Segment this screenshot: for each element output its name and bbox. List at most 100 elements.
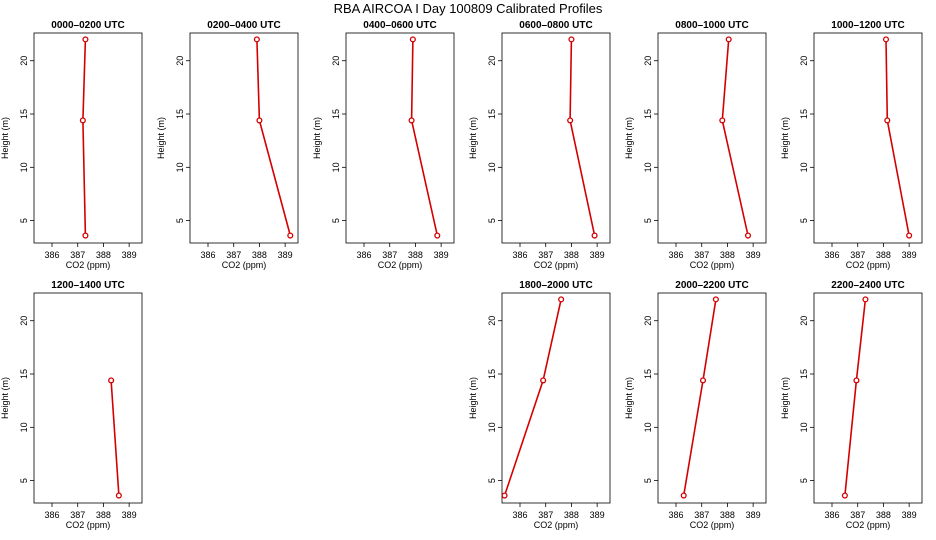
panel-title: 0200–0400 UTC: [207, 20, 280, 31]
x-tick-label: 387: [538, 510, 553, 520]
y-tick-label: 15: [643, 109, 653, 119]
data-point: [567, 117, 574, 124]
data-point: [82, 232, 89, 239]
profile-panel: 0600–0800 UTC 386 387 388 389 5 10 15 20 CO2 (ppm…: [468, 20, 611, 270]
data-point: [115, 492, 122, 499]
x-tick-label: 386: [668, 510, 683, 520]
data-point: [882, 36, 890, 43]
x-axis-label: CO2 (ppm): [222, 260, 267, 270]
profile-panel: 1000–1200 UTC 386 387 388 389 5 10 15 20 CO2 (ppm…: [780, 20, 923, 270]
data-point: [287, 232, 294, 239]
panel-title: 0000–0200 UTC: [51, 20, 124, 31]
data-point: [725, 36, 732, 43]
x-tick-label: 387: [850, 510, 865, 520]
x-tick-label: 389: [902, 250, 917, 260]
y-tick-label: 15: [487, 369, 497, 379]
profile-line: [569, 39, 596, 236]
y-tick-label: 10: [19, 162, 29, 172]
y-tick-label: 20: [487, 316, 497, 326]
y-axis-label: Height (m): [780, 117, 790, 159]
profile-panel: 0800–1000 UTC 386 387 388 389 5 10 15 20 CO2 (ppm…: [624, 20, 767, 270]
y-tick-label: 10: [643, 422, 653, 432]
x-tick-label: 389: [902, 510, 917, 520]
y-axis-label: Height (m): [780, 377, 790, 419]
data-point: [82, 36, 89, 43]
data-point: [712, 296, 719, 303]
panel-title: 1800–2000 UTC: [519, 280, 592, 291]
profile-line: [110, 380, 120, 496]
x-axis-label: CO2 (ppm): [66, 260, 111, 270]
x-tick-label: 389: [590, 510, 605, 520]
x-tick-label: 386: [512, 250, 527, 260]
plot-frame: [813, 32, 923, 244]
y-tick-label: 15: [331, 109, 341, 119]
plot-frame: [813, 292, 923, 504]
y-tick-label: 10: [799, 422, 809, 432]
profile-line: [682, 299, 717, 496]
x-tick-label: 389: [434, 250, 449, 260]
y-axis-label: Height (m): [624, 117, 634, 159]
plot-frame: [345, 32, 455, 244]
x-axis-label: CO2 (ppm): [846, 520, 891, 530]
x-tick-label: 387: [226, 250, 241, 260]
y-axis-label: Height (m): [468, 117, 478, 159]
data-point: [253, 36, 260, 43]
y-tick-label: 15: [487, 109, 497, 119]
y-tick-label: 15: [19, 109, 29, 119]
x-tick-label: 389: [122, 510, 137, 520]
x-axis-label: CO2 (ppm): [846, 260, 891, 270]
x-tick-label: 386: [512, 510, 527, 520]
y-tick-label: 20: [799, 56, 809, 66]
data-point: [841, 492, 848, 499]
plot-frame: [33, 32, 143, 244]
y-tick-label: 5: [19, 478, 29, 483]
y-tick-label: 20: [643, 56, 653, 66]
data-point: [558, 296, 565, 303]
y-tick-label: 15: [19, 369, 29, 379]
data-point: [409, 36, 416, 43]
y-tick-label: 20: [175, 56, 185, 66]
y-tick-label: 10: [487, 422, 497, 432]
data-point: [699, 377, 707, 384]
data-point: [906, 232, 913, 239]
x-tick-label: 388: [252, 250, 267, 260]
data-point: [744, 232, 752, 239]
plot-frame: [501, 32, 611, 244]
data-point: [540, 377, 547, 384]
data-point: [862, 296, 869, 303]
panels: 0000–0200 UTC 386 387 388 389 5 10 15 20 CO2 (ppm…: [0, 20, 923, 530]
x-tick-label: 386: [44, 510, 59, 520]
y-tick-label: 20: [799, 316, 809, 326]
y-tick-label: 10: [331, 162, 341, 172]
y-tick-label: 20: [19, 316, 29, 326]
x-tick-label: 389: [746, 250, 761, 260]
y-tick-label: 15: [799, 369, 809, 379]
data-point: [680, 492, 687, 499]
y-tick-label: 5: [799, 478, 809, 483]
y-tick-label: 5: [175, 218, 185, 223]
x-tick-label: 388: [564, 250, 579, 260]
profile-panel: 2000–2200 UTC 386 387 388 389 5 10 15 20 CO2 (ppm…: [624, 280, 767, 530]
x-axis-label: CO2 (ppm): [534, 260, 579, 270]
y-tick-label: 5: [643, 218, 653, 223]
x-tick-label: 386: [668, 250, 683, 260]
y-tick-label: 15: [175, 109, 185, 119]
panel-title: 1200–1400 UTC: [51, 280, 124, 291]
panel-title: 2000–2200 UTC: [675, 280, 748, 291]
profile-line: [721, 39, 749, 236]
x-tick-label: 388: [564, 510, 579, 520]
y-tick-label: 20: [643, 316, 653, 326]
y-tick-label: 15: [643, 369, 653, 379]
y-axis-label: Height (m): [0, 117, 10, 159]
data-point: [568, 36, 575, 43]
panel-title: 1000–1200 UTC: [831, 20, 904, 31]
x-axis-label: CO2 (ppm): [690, 260, 735, 270]
x-tick-label: 388: [96, 250, 111, 260]
plot-frame: [501, 292, 611, 504]
y-tick-label: 10: [19, 422, 29, 432]
x-tick-label: 389: [278, 250, 293, 260]
plot-frame: [33, 292, 143, 504]
profile-line: [410, 39, 439, 236]
x-tick-label: 387: [850, 250, 865, 260]
